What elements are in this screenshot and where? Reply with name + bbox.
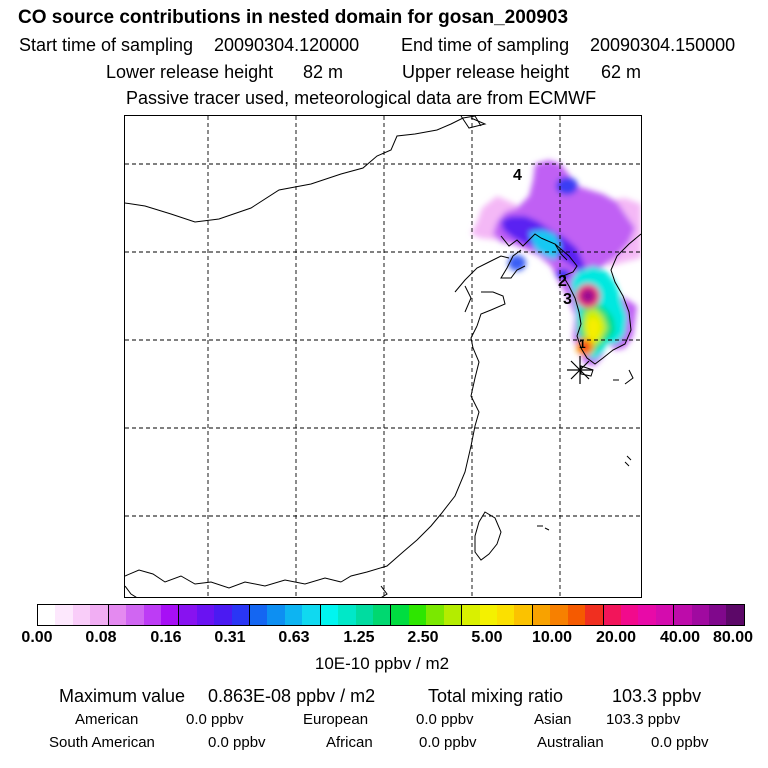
lower-height-label: Lower release height	[106, 62, 274, 82]
colorbar-tick: 0.08	[85, 629, 117, 646]
tracer-note: Passive tracer used, meteorological data…	[126, 88, 597, 108]
region-value: 0.0 ppbv	[416, 711, 474, 728]
colorbar-segment	[691, 605, 710, 625]
plot-title: CO source contributions in nested domain…	[18, 7, 569, 28]
colorbar-segment	[567, 605, 586, 625]
colorbar-segment	[55, 605, 73, 625]
colorbar-segment	[726, 605, 744, 625]
colorbar-segment	[674, 605, 692, 625]
colorbar-tick: 5.00	[471, 629, 503, 646]
colorbar-segment	[620, 605, 639, 625]
colorbar-segment	[284, 605, 303, 625]
colorbar-tick: 20.00	[595, 629, 637, 646]
colorbar-segment	[231, 605, 251, 625]
coastlines	[125, 116, 641, 597]
colorbar-segment	[496, 605, 515, 625]
lower-height-value: 82 m	[303, 62, 344, 82]
colorbar-segment	[603, 605, 621, 625]
colorbar-segment	[302, 605, 321, 625]
colorbar-segment	[532, 605, 551, 625]
colorbar-tick: 40.00	[659, 629, 701, 646]
colorbar-segment	[514, 605, 533, 625]
region-name: South American	[49, 734, 155, 751]
region-name: African	[326, 734, 373, 751]
colorbar-segment	[479, 605, 497, 625]
map-marker-1: 1	[579, 337, 586, 351]
colorbar-segment	[72, 605, 91, 625]
max-value: 0.863E-08 ppbv / m2	[208, 686, 376, 706]
colorbar-unit: 10E-10 ppbv / m2	[314, 654, 450, 673]
colorbar-tick: 2.50	[407, 629, 439, 646]
map-marker-4: 4	[513, 167, 522, 184]
colorbar-segment	[126, 605, 144, 625]
end-time-label: End time of sampling	[401, 35, 570, 55]
colorbar-tick: 0.16	[150, 629, 182, 646]
colorbar-segment	[90, 605, 109, 625]
map-marker-3: 3	[563, 291, 572, 308]
colorbar-segment	[338, 605, 356, 625]
colorbar-segment	[638, 605, 656, 625]
region-value: 103.3 ppbv	[606, 711, 681, 728]
colorbar-segment	[426, 605, 444, 625]
receptor-marker	[567, 356, 593, 384]
colorbar-segment	[38, 605, 56, 625]
colorbar-tick: 1.25	[343, 629, 375, 646]
colorbar-tick: 0.31	[214, 629, 246, 646]
colorbar	[37, 604, 745, 626]
colorbar-segment	[709, 605, 727, 625]
max-value-label: Maximum value	[59, 686, 186, 706]
colorbar-segment	[355, 605, 374, 625]
colorbar-segment	[108, 605, 127, 625]
colorbar-segment	[179, 605, 197, 625]
colorbar-segment	[408, 605, 427, 625]
end-time-value: 20090304.150000	[590, 35, 736, 55]
region-value: 0.0 ppbv	[419, 734, 477, 751]
start-time-label: Start time of sampling	[19, 35, 194, 55]
region-value: 0.0 ppbv	[651, 734, 709, 751]
map-panel: 4 2 3 1	[124, 115, 642, 598]
colorbar-segment	[462, 605, 480, 625]
colorbar-segment	[655, 605, 675, 625]
colorbar-segment	[320, 605, 339, 625]
region-name: American	[75, 711, 139, 728]
colorbar-segment	[160, 605, 180, 625]
colorbar-segment	[391, 605, 409, 625]
region-value: 0.0 ppbv	[186, 711, 244, 728]
map-canvas: 4 2 3 1	[125, 116, 641, 597]
upper-height-value: 62 m	[601, 62, 642, 82]
colorbar-tick: 10.00	[531, 629, 573, 646]
map-marker-2: 2	[558, 273, 567, 290]
colorbar-segment	[443, 605, 463, 625]
upper-height-label: Upper release height	[402, 62, 570, 82]
colorbar-segment	[196, 605, 215, 625]
colorbar-tick: 0.63	[278, 629, 310, 646]
graticule	[125, 116, 641, 597]
total-mixing-value: 103.3 ppbv	[612, 686, 702, 706]
colorbar-tick: 0.00	[21, 629, 53, 646]
colorbar-segment	[250, 605, 268, 625]
region-name: Australian	[537, 734, 604, 751]
colorbar-segment	[550, 605, 568, 625]
region-name: European	[303, 711, 369, 728]
colorbar-segment	[373, 605, 392, 625]
colorbar-segment	[143, 605, 161, 625]
colorbar-segment	[214, 605, 232, 625]
colorbar-segment	[585, 605, 604, 625]
start-time-value: 20090304.120000	[214, 35, 360, 55]
region-value: 0.0 ppbv	[208, 734, 266, 751]
colorbar-tick: 80.00	[712, 629, 754, 646]
concentration-field	[471, 160, 641, 366]
colorbar-segment	[267, 605, 285, 625]
total-mixing-label: Total mixing ratio	[428, 686, 564, 706]
region-name: Asian	[534, 711, 572, 728]
